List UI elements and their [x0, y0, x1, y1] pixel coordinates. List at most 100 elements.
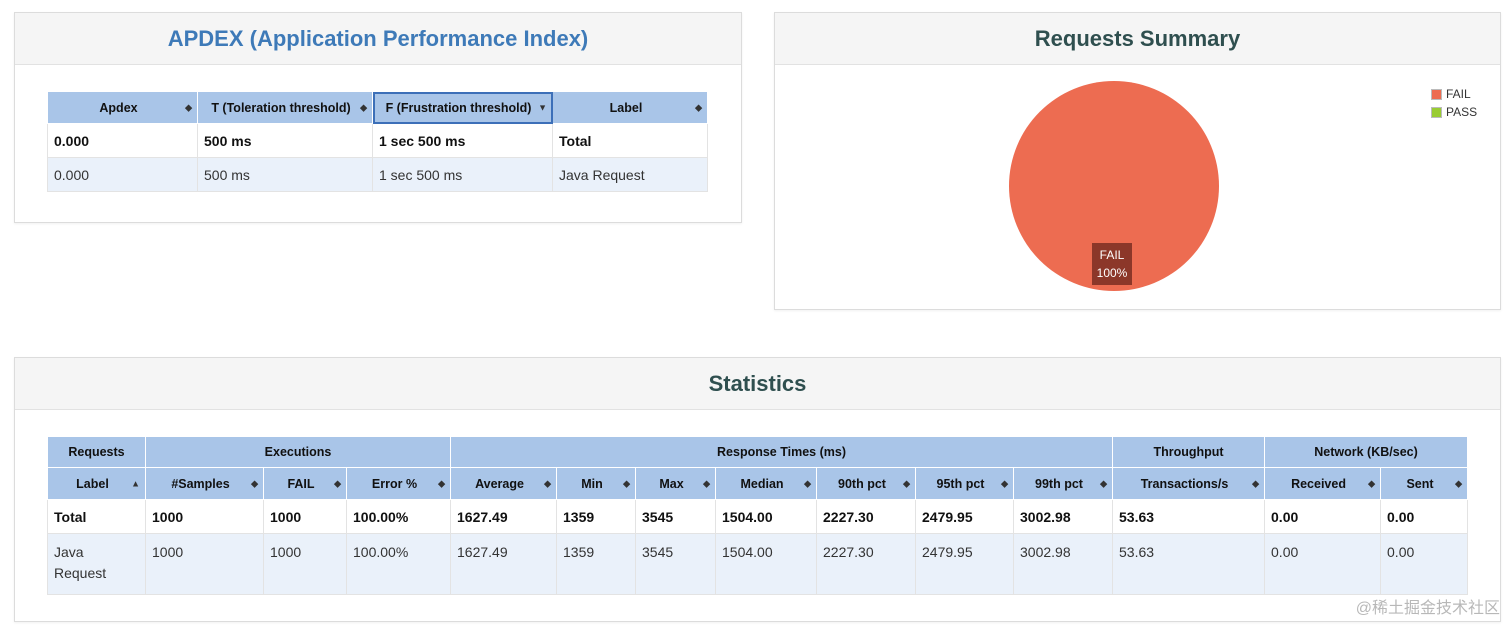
cell: 1504.00	[715, 499, 817, 534]
legend-label: PASS	[1446, 105, 1478, 119]
apdex-table: Apdex ◆ T (Toleration threshold) ◆ F (Frus…	[47, 91, 708, 192]
col-average[interactable]: Average ◆	[450, 467, 557, 500]
apdex-col-frustration[interactable]: F (Frustration threshold) ▼	[372, 91, 553, 124]
table-row: 0.000 500 ms 1 sec 500 ms Total	[47, 123, 708, 158]
slice-label-bg	[1092, 243, 1132, 285]
slice-label-name: FAIL	[1100, 248, 1125, 262]
col-95th-pct[interactable]: 95th pct ◆	[915, 467, 1014, 500]
cell: 1627.49	[450, 533, 557, 595]
statistics-title: Statistics	[15, 358, 1500, 410]
col-99th-pct[interactable]: 99th pct ◆	[1012, 467, 1114, 500]
cell: 1627.49	[450, 499, 557, 534]
statistics-panel: Statistics Requests Executions Response …	[14, 357, 1501, 622]
watermark: @稀土掘金技术社区	[1355, 600, 1500, 617]
cell: 53.63	[1112, 533, 1266, 595]
sort-icon: ◆	[1100, 478, 1108, 488]
group-throughput: Throughput	[1112, 436, 1266, 468]
cell: 3002.98	[1012, 533, 1114, 595]
col-error-pct[interactable]: Error % ◆	[346, 467, 451, 500]
col-received[interactable]: Received ◆	[1264, 467, 1382, 500]
sort-icon: ◆	[623, 478, 630, 488]
cell: 1000	[145, 533, 264, 595]
statistics-table: Requests Executions Response Times (ms) …	[47, 436, 1469, 595]
sort-icon: ◆	[251, 478, 258, 488]
legend-item-fail[interactable]: FAIL	[1431, 85, 1477, 103]
cell: 2479.95	[915, 533, 1014, 595]
table-row: 0.000 500 ms 1 sec 500 ms Java Request	[47, 157, 708, 192]
cell: 1504.00	[715, 533, 817, 595]
sort-icon: ◆	[695, 102, 702, 112]
cell: 1000	[263, 499, 347, 534]
sort-icon: ◆	[360, 102, 367, 112]
legend-label: FAIL	[1446, 87, 1471, 101]
group-requests: Requests	[47, 436, 146, 468]
col-sent[interactable]: Sent ◆	[1380, 467, 1469, 500]
table-row: Total 1000 1000 100.00% 1627.49 1359 3545 1504.…	[47, 499, 1469, 534]
cell: 1359	[556, 499, 636, 534]
cell: 500 ms	[197, 123, 373, 158]
col-transactions[interactable]: Transactions/s ◆	[1112, 467, 1266, 500]
col-fail[interactable]: FAIL ◆	[263, 467, 347, 500]
apdex-panel: APDEX (Application Performance Index) Ap…	[14, 12, 742, 223]
sort-icon: ◆	[1455, 478, 1463, 488]
apdex-title: APDEX (Application Performance Index)	[15, 13, 741, 65]
pie-svg: FAIL 100%	[1009, 81, 1219, 291]
col-median[interactable]: Median ◆	[715, 467, 817, 500]
cell: 100.00%	[346, 499, 451, 534]
col-max[interactable]: Max ◆	[635, 467, 716, 500]
cell: Java Request	[552, 157, 708, 192]
cell: 0.00	[1264, 499, 1382, 534]
cell: 3545	[635, 499, 716, 534]
sort-icon: ◆	[544, 478, 551, 488]
sort-icon: ◆	[438, 478, 445, 488]
cell: 2227.30	[816, 533, 916, 595]
cell: 0.000	[47, 123, 198, 158]
sort-icon: ◆	[1001, 478, 1008, 488]
sort-icon: ◆	[703, 478, 710, 488]
cell: 1000	[263, 533, 347, 595]
cell: 0.00	[1380, 533, 1469, 595]
col-samples[interactable]: #Samples ◆	[145, 467, 264, 500]
pie-chart[interactable]: FAIL 100%	[1007, 79, 1221, 293]
group-response-times: Response Times (ms)	[449, 436, 1114, 468]
col-min[interactable]: Min ◆	[556, 467, 636, 500]
sort-icon: ◆	[1252, 478, 1260, 488]
apdex-col-apdex[interactable]: Apdex ◆	[47, 91, 198, 124]
chart-legend: FAIL PASS	[1431, 85, 1477, 121]
legend-item-pass[interactable]: PASS	[1431, 103, 1477, 121]
apdex-col-label[interactable]: Label ◆	[552, 91, 708, 124]
slice-label-percent: 100%	[1097, 266, 1128, 280]
summary-title: Requests Summary	[775, 13, 1500, 65]
pie-slice-fail[interactable]	[1009, 81, 1219, 291]
cell: 3002.98	[1012, 499, 1114, 534]
cell: 2479.95	[915, 499, 1014, 534]
cell: 0.000	[47, 157, 198, 192]
cell: 1359	[556, 533, 636, 595]
sort-icon: ◆	[1368, 478, 1376, 488]
cell: 100.00%	[346, 533, 451, 595]
cell: 3545	[635, 533, 716, 595]
sort-icon: ◆	[804, 478, 811, 488]
cell: 0.00	[1264, 533, 1382, 595]
table-row: Java Request 1000 1000 100.00% 1627.49 1359 35…	[47, 533, 1469, 595]
sort-asc-icon: ▲	[131, 478, 140, 488]
group-network: Network (KB/sec)	[1264, 436, 1469, 468]
group-executions: Executions	[145, 436, 451, 468]
legend-swatch-fail	[1431, 88, 1442, 100]
sort-icon: ◆	[903, 478, 910, 488]
sort-desc-icon: ▼	[538, 102, 547, 112]
cell: Total	[47, 499, 146, 534]
sort-icon: ◆	[185, 102, 192, 112]
cell: 0.00	[1380, 499, 1469, 534]
cell: 1 sec 500 ms	[372, 123, 553, 158]
cell: Total	[552, 123, 708, 158]
cell: 500 ms	[197, 157, 373, 192]
cell: 1 sec 500 ms	[372, 157, 553, 192]
col-label[interactable]: Label ▲	[47, 467, 146, 500]
cell: 53.63	[1112, 499, 1266, 534]
col-90th-pct[interactable]: 90th pct ◆	[816, 467, 916, 500]
cell: 2227.30	[816, 499, 916, 534]
apdex-col-toleration[interactable]: T (Toleration threshold) ◆	[197, 91, 373, 124]
cell: Java Request	[47, 533, 146, 595]
legend-swatch-pass	[1431, 106, 1442, 118]
